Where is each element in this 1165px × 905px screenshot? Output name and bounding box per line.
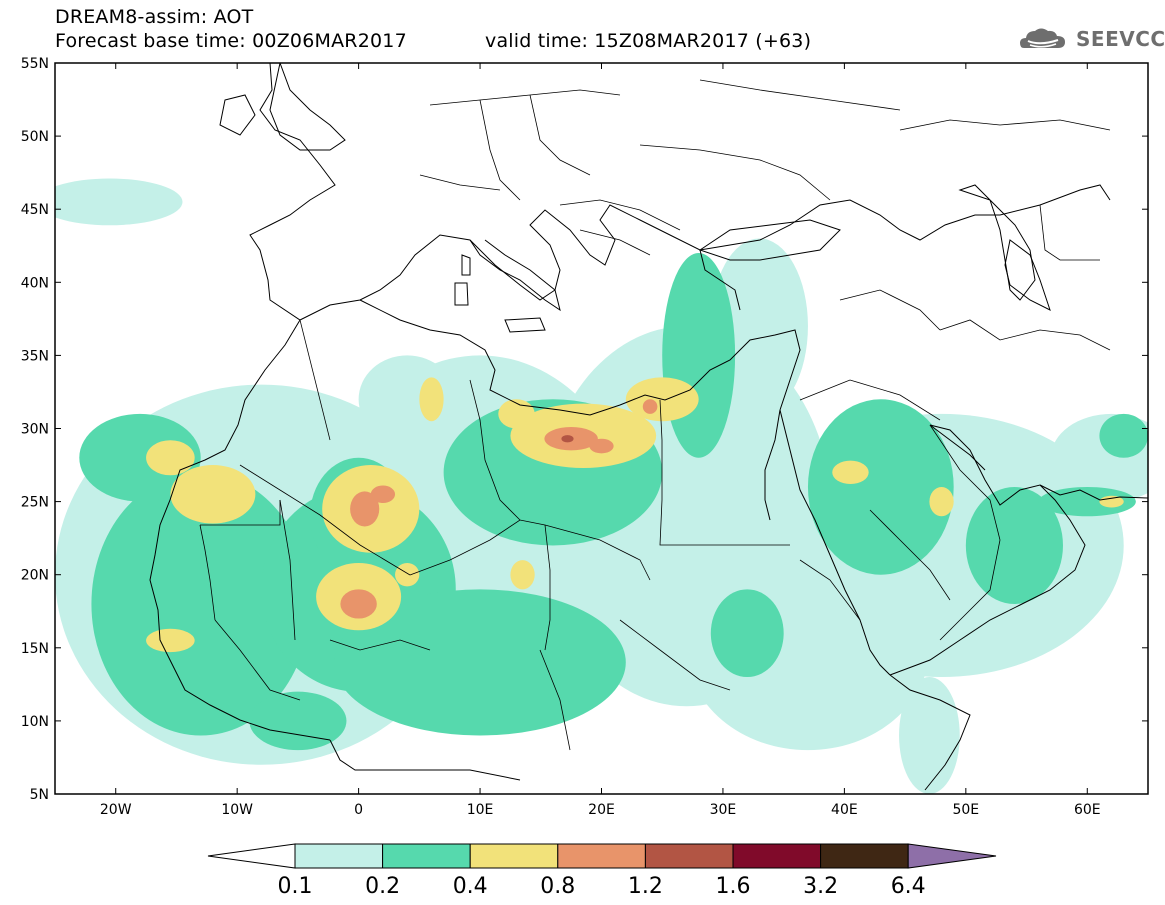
aot-shading xyxy=(55,178,1148,794)
aot-level-5 xyxy=(561,435,574,443)
colorbar-label: 6.4 xyxy=(891,874,926,899)
lon-label: 40E xyxy=(831,802,858,818)
colorbar-swatch xyxy=(732,843,822,869)
colorbar-swatch xyxy=(557,843,646,869)
colorbar-label: 1.6 xyxy=(716,874,751,899)
aot-blob xyxy=(710,589,784,678)
lat-label: 55N xyxy=(21,56,49,72)
colorbar-label: 0.8 xyxy=(540,874,575,899)
lat-label: 30N xyxy=(21,422,49,438)
lon-label: 30E xyxy=(710,802,737,818)
lat-label: 50N xyxy=(21,129,49,145)
aot-blob xyxy=(395,563,420,587)
lat-label: 15N xyxy=(21,641,49,657)
colorbar-swatch xyxy=(644,843,734,869)
aot-blob xyxy=(340,589,377,619)
lon-label: 10E xyxy=(467,802,494,818)
lat-label: 5N xyxy=(30,787,49,803)
colorbar-swatch xyxy=(469,843,559,869)
lat-label: 45N xyxy=(21,202,49,218)
coastlines xyxy=(149,63,1148,791)
aot-blob xyxy=(419,377,444,422)
colorbar-swatch xyxy=(294,843,384,869)
lat-label: 10N xyxy=(21,714,49,730)
colorbar-label: 1.2 xyxy=(628,874,663,899)
aot-blob xyxy=(807,399,954,575)
map-title: DREAM8-assim: AOT xyxy=(55,6,254,28)
lon-label: 20W xyxy=(100,802,132,818)
lat-label: 25N xyxy=(21,495,49,511)
latitude-ticks: 55N 50N 45N 40N 35N 30N 25N 20N 15N 10N 5N xyxy=(21,56,1148,803)
lon-label: 10W xyxy=(221,802,253,818)
colorbar-swatch xyxy=(820,843,909,869)
lon-label: 50E xyxy=(952,802,979,818)
colorbar-high-arrow xyxy=(907,843,997,869)
lat-label: 20N xyxy=(21,568,49,584)
lat-label: 35N xyxy=(21,348,49,364)
aot-blob xyxy=(498,399,535,429)
aot-blob xyxy=(334,589,626,736)
valid-time: valid time: 15Z08MAR2017 (+63) xyxy=(485,30,812,52)
aot-level-4 xyxy=(340,399,658,619)
aot-blob xyxy=(965,486,1063,604)
aot-blob xyxy=(91,472,311,736)
cloud-icon xyxy=(1020,28,1065,48)
aot-blob xyxy=(510,560,535,590)
aot-blob xyxy=(832,460,869,485)
longitude-ticks: 20W 10W 0 10E 20E 30E 40E 50E 60E xyxy=(100,63,1101,818)
aot-blob xyxy=(561,435,574,443)
aot-blob xyxy=(589,438,614,454)
aot-blob xyxy=(55,178,183,226)
aot-blob xyxy=(929,486,954,517)
aot-blob xyxy=(146,628,195,653)
aot-blob xyxy=(170,465,256,524)
colorbar-label: 0.2 xyxy=(365,874,400,899)
aot-blob xyxy=(370,485,396,504)
colorbar-swatch xyxy=(382,843,471,869)
lon-label: 0 xyxy=(354,802,363,818)
colorbar-low-arrow xyxy=(207,843,296,869)
lon-label: 20E xyxy=(588,802,615,818)
aot-blob xyxy=(710,238,808,414)
aot-blob xyxy=(1099,413,1148,458)
aot-blob xyxy=(146,440,195,476)
colorbar-label: 3.2 xyxy=(803,874,838,899)
aot-blob xyxy=(642,399,658,414)
lat-label: 40N xyxy=(21,275,49,291)
lon-label: 60E xyxy=(1074,802,1101,818)
colorbar-label: 0.4 xyxy=(453,874,488,899)
country-borders xyxy=(199,79,1111,751)
aot-blob xyxy=(350,491,380,527)
logo-text: SEEVCCC xyxy=(1076,27,1165,51)
colorbar-label: 0.1 xyxy=(278,874,313,899)
forecast-base-time: Forecast base time: 00Z06MAR2017 xyxy=(55,30,407,52)
aot-blob xyxy=(79,413,201,502)
aot-blob xyxy=(249,691,347,751)
